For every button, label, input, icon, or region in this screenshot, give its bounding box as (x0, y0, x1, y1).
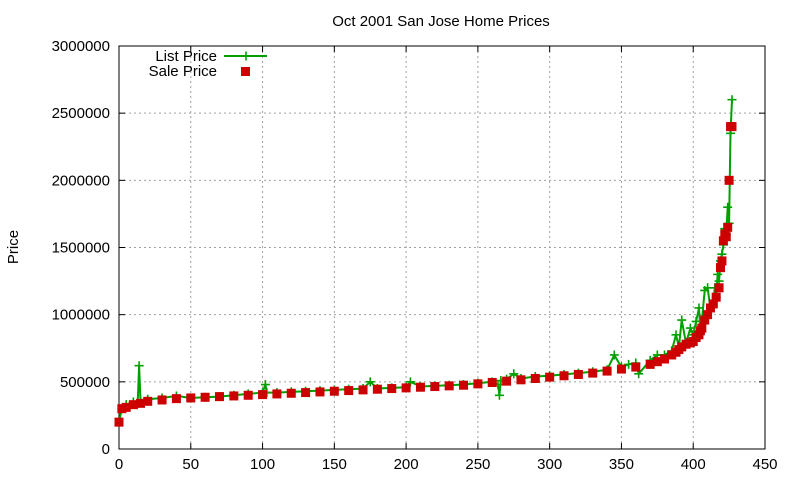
data-point (143, 396, 153, 406)
data-point (473, 379, 483, 389)
data-point (260, 380, 270, 390)
data-point (694, 303, 704, 313)
data-point (616, 364, 626, 374)
data-point (652, 357, 662, 367)
y-tick-label: 1000000 (52, 307, 110, 324)
data-point (708, 299, 718, 309)
data-point (697, 323, 707, 333)
data-point (671, 330, 681, 340)
data-point (494, 390, 504, 400)
data-point (430, 382, 440, 392)
data-point (700, 315, 710, 325)
legend-marker-sale-price (241, 67, 250, 76)
data-point (685, 323, 695, 333)
x-tick-label: 100 (250, 456, 275, 473)
data-point (272, 389, 282, 399)
data-point (487, 378, 497, 388)
data-point (229, 391, 239, 401)
x-tick-label: 400 (681, 456, 706, 473)
data-point (401, 383, 411, 393)
x-tick-label: 300 (537, 456, 562, 473)
data-point (365, 377, 375, 387)
x-tick-label: 450 (752, 456, 777, 473)
data-point (134, 361, 144, 371)
x-tick-labels: 0 50 100 150 200 250 300 350 400 450 (115, 456, 778, 473)
y-tick-label: 500000 (60, 374, 110, 391)
y-tick-label: 2500000 (52, 105, 110, 122)
data-point (502, 376, 512, 386)
data-point (721, 232, 731, 242)
data-point (588, 368, 598, 378)
data-point (372, 384, 382, 394)
legend-label-list-price: List Price (155, 48, 217, 65)
data-point (415, 382, 425, 392)
data-point (258, 390, 268, 400)
data-point (243, 390, 253, 400)
data-point (559, 371, 569, 381)
y-tick-label: 1500000 (52, 240, 110, 257)
data-point (717, 256, 727, 266)
data-point (703, 310, 713, 320)
data-point (171, 394, 181, 404)
data-point (387, 384, 397, 394)
data-point (724, 175, 734, 185)
data-point (459, 380, 469, 390)
data-point (631, 362, 641, 372)
series-sale-price (114, 122, 737, 427)
x-tick-label: 200 (394, 456, 419, 473)
data-point (186, 393, 196, 403)
y-axis-label: Price (5, 230, 22, 264)
data-point (301, 388, 311, 398)
data-point (136, 398, 146, 408)
data-point (723, 202, 733, 212)
legend-label-sale-price: Sale Price (149, 63, 217, 80)
data-point (315, 387, 325, 397)
y-tick-label: 0 (102, 441, 110, 458)
data-point (114, 417, 124, 427)
data-point (509, 369, 519, 379)
data-point (214, 392, 224, 402)
data-point (545, 372, 555, 382)
data-point (344, 386, 354, 396)
y-tick-labels: 0 500000 1000000 1500000 2000000 2500000 30000… (52, 38, 110, 458)
data-point (645, 359, 655, 369)
data-point (723, 222, 733, 232)
axis-ticks (118, 45, 766, 450)
data-point (727, 95, 737, 105)
data-point (711, 292, 721, 302)
data-point (444, 381, 454, 391)
data-point (573, 369, 583, 379)
data-point (516, 375, 526, 385)
data-point (128, 400, 138, 410)
data-point (660, 354, 670, 364)
data-point (715, 263, 725, 273)
data-point (200, 392, 210, 402)
data-point (602, 366, 612, 376)
x-tick-label: 50 (182, 456, 199, 473)
data-point (157, 395, 167, 405)
y-tick-label: 2000000 (52, 172, 110, 189)
y-tick-label: 3000000 (52, 38, 110, 55)
data-point (609, 350, 619, 360)
data-point (727, 122, 737, 132)
legend: List Price Sale Price (149, 48, 267, 80)
data-point (530, 373, 540, 383)
data-point (677, 315, 687, 325)
x-tick-label: 350 (609, 456, 634, 473)
series-layer (114, 95, 737, 427)
chart-title: Oct 2001 San Jose Home Prices (332, 13, 550, 30)
x-tick-label: 250 (465, 456, 490, 473)
x-tick-label: 0 (115, 456, 123, 473)
data-point (329, 386, 339, 396)
legend-marker-list-price (241, 51, 251, 61)
x-tick-label: 150 (322, 456, 347, 473)
data-point (121, 402, 131, 412)
data-point (714, 283, 724, 293)
data-point (358, 385, 368, 395)
data-point (286, 388, 296, 398)
